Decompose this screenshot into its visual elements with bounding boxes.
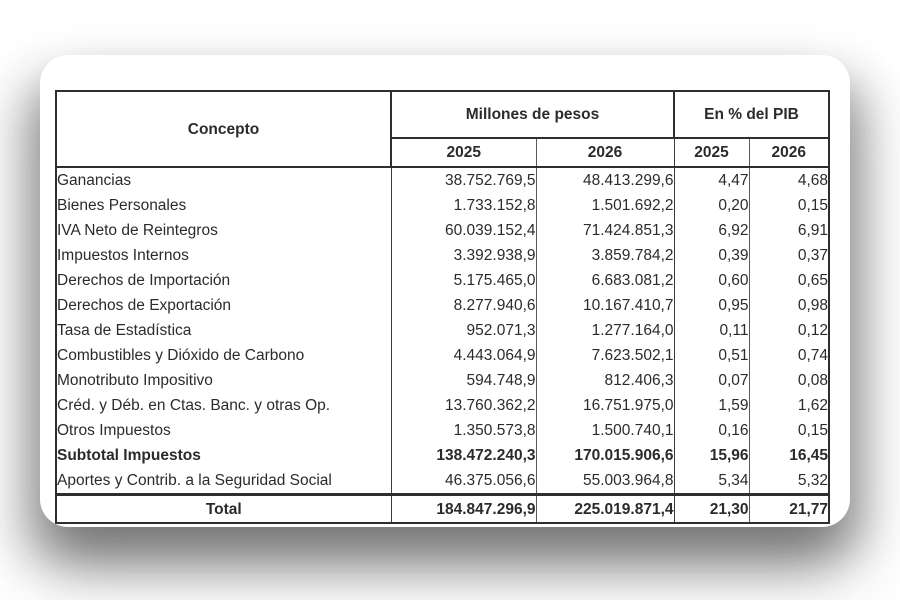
pib-2026-cell: 0,08 [797, 372, 828, 389]
millones-2025-cell: 4.443.064,9 [391, 343, 537, 368]
column-header-millones-2026: 2026 [536, 138, 675, 168]
table-card: Concepto Millones de pesos En % del PIB … [40, 55, 850, 527]
millones-2026-cell: 1.277.164,0 [536, 318, 675, 343]
total-pib-2026: 21,77 [789, 500, 828, 518]
pib-2025-cell: 0,20 [674, 193, 750, 218]
table-row: Derechos de Importación 5.175.465,0 6.683.… [56, 268, 829, 293]
pib-2025-cell: 4,47 [674, 167, 750, 193]
millones-2026-cell: 812.406,3 [536, 368, 675, 393]
table-header: Concepto Millones de pesos En % del PIB … [56, 91, 829, 168]
table-row: Bienes Personales 1.733.152,8 1.501.692,2 0… [56, 193, 829, 218]
pib-2026-cell: 0,37 [797, 247, 828, 264]
table-row: Ganancias 38.752.769,5 48.413.299,6 4,47 4,6… [56, 167, 829, 193]
column-header-pib-2026: 2026 [749, 138, 829, 168]
concepto-cell: IVA Neto de Reintegros [56, 218, 392, 243]
pib-2026-cell: 6,91 [797, 222, 828, 239]
pib-2025-cell: 0,51 [674, 343, 750, 368]
millones-2025-cell: 5.175.465,0 [391, 268, 537, 293]
concepto-cell: Monotributo Impositivo [56, 368, 392, 393]
millones-2026-cell: 7.623.502,1 [536, 343, 675, 368]
millones-2026-cell: 55.003.964,8 [536, 468, 675, 495]
table-row: IVA Neto de Reintegros 60.039.152,4 71.424… [56, 218, 829, 243]
millones-2026-cell: 3.859.784,2 [536, 243, 675, 268]
millones-2025-cell: 3.392.938,9 [391, 243, 537, 268]
millones-2025-cell: 60.039.152,4 [391, 218, 537, 243]
table-row: Aportes y Contrib. a la Seguridad Social… [56, 468, 829, 495]
pib-2025-cell: 5,34 [674, 468, 750, 495]
concepto-cell: Subtotal Impuestos [56, 443, 392, 468]
column-group-pib: En % del PIB [674, 91, 829, 139]
total-pib-2025: 21,30 [674, 494, 750, 523]
pib-2025-cell: 0,16 [674, 418, 750, 443]
table-row: Otros Impuestos 1.350.573,8 1.500.740,1 0,1… [56, 418, 829, 443]
pib-2025-cell: 0,95 [674, 293, 750, 318]
concepto-cell: Tasa de Estadística [56, 318, 392, 343]
total-row: Total 184.847.296,9 225.019.871,4 21,30 … [56, 494, 829, 523]
table-body: Ganancias 38.752.769,5 48.413.299,6 4,47 4,6… [56, 167, 829, 495]
concepto-cell: Aportes y Contrib. a la Seguridad Social [56, 468, 392, 495]
table-row: Derechos de Exportación 8.277.940,6 10.167… [56, 293, 829, 318]
millones-2025-cell: 38.752.769,5 [391, 167, 537, 193]
column-group-millones-de-pesos: Millones de pesos [391, 91, 675, 139]
table-row: Créd. y Déb. en Ctas. Banc. y otras Op. 1… [56, 393, 829, 418]
concepto-cell: Otros Impuestos [56, 418, 392, 443]
table-row: Impuestos Internos 3.392.938,9 3.859.784,2… [56, 243, 829, 268]
millones-2026-cell: 6.683.081,2 [536, 268, 675, 293]
millones-2025-cell: 46.375.056,6 [391, 468, 537, 495]
pib-2025-cell: 15,96 [674, 443, 750, 468]
pib-2026-cell: 4,68 [797, 172, 828, 189]
column-header-pib-2025: 2025 [674, 138, 750, 168]
pib-2026-cell: 0,15 [797, 197, 828, 214]
total-label: Total [56, 494, 392, 523]
concepto-cell: Créd. y Déb. en Ctas. Banc. y otras Op. [56, 393, 392, 418]
table-row: Tasa de Estadística 952.071,3 1.277.164,0 0… [56, 318, 829, 343]
millones-2026-cell: 10.167.410,7 [536, 293, 675, 318]
column-header-millones-2025: 2025 [391, 138, 537, 168]
table-row: Monotributo Impositivo 594.748,9 812.406,3… [56, 368, 829, 393]
millones-2026-cell: 48.413.299,6 [536, 167, 675, 193]
millones-2026-cell: 16.751.975,0 [536, 393, 675, 418]
pib-2026-cell: 0,65 [797, 272, 828, 289]
millones-2025-cell: 8.277.940,6 [391, 293, 537, 318]
concepto-cell: Derechos de Exportación [56, 293, 392, 318]
pib-2026-cell: 0,74 [797, 347, 828, 364]
header-group-row: Concepto Millones de pesos En % del PIB [56, 91, 829, 168]
millones-2025-cell: 138.472.240,3 [391, 443, 537, 468]
millones-2026-cell: 1.500.740,1 [536, 418, 675, 443]
millones-2026-cell: 170.015.906,6 [536, 443, 675, 468]
concepto-cell: Impuestos Internos [56, 243, 392, 268]
concepto-cell: Derechos de Importación [56, 268, 392, 293]
pib-2025-cell: 0,60 [674, 268, 750, 293]
budget-table: Concepto Millones de pesos En % del PIB … [55, 90, 830, 524]
header-year-row: 2025 2026 2025 2026 [56, 138, 829, 168]
pib-2026-cell: 5,32 [797, 472, 828, 489]
pib-2025-cell: 0,39 [674, 243, 750, 268]
pib-2026-cell: 1,62 [797, 397, 828, 414]
pib-2025-cell: 6,92 [674, 218, 750, 243]
millones-2025-cell: 13.760.362,2 [391, 393, 537, 418]
millones-2025-cell: 952.071,3 [391, 318, 537, 343]
millones-2026-cell: 71.424.851,3 [536, 218, 675, 243]
pib-2025-cell: 1,59 [674, 393, 750, 418]
column-header-concepto: Concepto [56, 91, 392, 168]
millones-2026-cell: 1.501.692,2 [536, 193, 675, 218]
table-row: Subtotal Impuestos 138.472.240,3 170.015.9… [56, 443, 829, 468]
concepto-cell: Ganancias [56, 167, 392, 193]
concepto-cell: Bienes Personales [56, 193, 392, 218]
total-millones-2026: 225.019.871,4 [536, 494, 675, 523]
table-row: Combustibles y Dióxido de Carbono 4.443.0… [56, 343, 829, 368]
millones-2025-cell: 594.748,9 [391, 368, 537, 393]
total-millones-2025: 184.847.296,9 [391, 494, 537, 523]
pib-2025-cell: 0,07 [674, 368, 750, 393]
pib-2026-cell: 0,12 [797, 322, 828, 339]
table-footer: Total 184.847.296,9 225.019.871,4 21,30 … [56, 494, 829, 523]
millones-2025-cell: 1.350.573,8 [391, 418, 537, 443]
pib-2026-cell: 0,15 [797, 422, 828, 439]
pib-2025-cell: 0,11 [674, 318, 750, 343]
concepto-cell: Combustibles y Dióxido de Carbono [56, 343, 392, 368]
pib-2026-cell: 0,98 [797, 297, 828, 314]
millones-2025-cell: 1.733.152,8 [391, 193, 537, 218]
pib-2026-cell: 16,45 [789, 447, 828, 464]
